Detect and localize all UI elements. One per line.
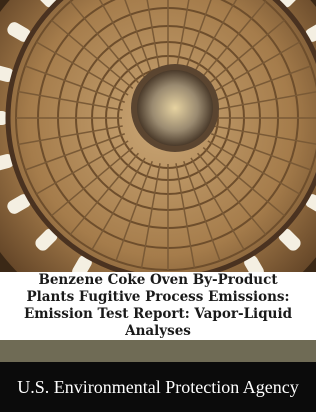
author-band: U.S. Environmental Protection Agency — [0, 362, 316, 412]
stripe — [0, 340, 316, 362]
dome-image — [0, 0, 316, 272]
oculus-painting — [137, 70, 213, 146]
book-cover: Benzene Coke Oven By-Product Plants Fugi… — [0, 0, 316, 412]
title-band: Benzene Coke Oven By-Product Plants Fugi… — [0, 272, 316, 340]
book-title: Benzene Coke Oven By-Product Plants Fugi… — [13, 272, 303, 340]
book-author: U.S. Environmental Protection Agency — [8, 377, 308, 397]
